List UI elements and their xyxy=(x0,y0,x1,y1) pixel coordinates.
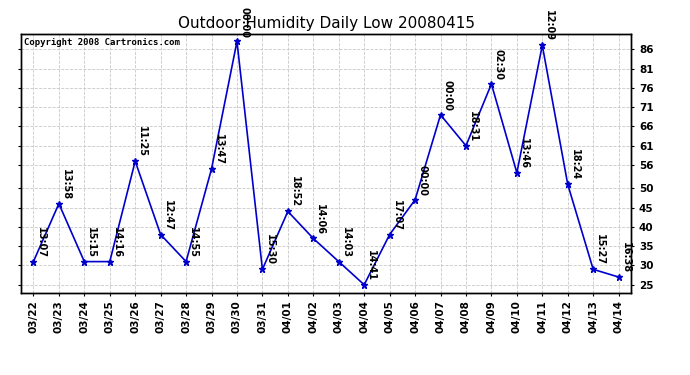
Text: 11:25: 11:25 xyxy=(137,126,147,158)
Title: Outdoor Humidity Daily Low 20080415: Outdoor Humidity Daily Low 20080415 xyxy=(177,16,475,31)
Text: 14:06: 14:06 xyxy=(315,204,326,235)
Text: 16:38: 16:38 xyxy=(621,242,631,273)
Text: 02:30: 02:30 xyxy=(493,49,504,80)
Text: 17:07: 17:07 xyxy=(392,200,402,231)
Text: 00:00: 00:00 xyxy=(442,80,453,111)
Text: 13:58: 13:58 xyxy=(61,169,71,200)
Text: 15:30: 15:30 xyxy=(264,234,275,266)
Text: 00:00: 00:00 xyxy=(417,165,427,196)
Text: 12:09: 12:09 xyxy=(544,10,554,42)
Text: 13:07: 13:07 xyxy=(35,227,46,258)
Text: 13:47: 13:47 xyxy=(214,134,224,165)
Text: 18:24: 18:24 xyxy=(570,149,580,180)
Text: 00:00: 00:00 xyxy=(239,7,249,38)
Text: 12:47: 12:47 xyxy=(163,200,172,231)
Text: 13:46: 13:46 xyxy=(519,138,529,169)
Text: 14:16: 14:16 xyxy=(112,227,122,258)
Text: 18:52: 18:52 xyxy=(290,176,300,207)
Text: 15:27: 15:27 xyxy=(595,234,605,266)
Text: 15:15: 15:15 xyxy=(86,227,97,258)
Text: 14:03: 14:03 xyxy=(341,227,351,258)
Text: 14:55: 14:55 xyxy=(188,227,198,258)
Text: 18:31: 18:31 xyxy=(468,111,478,142)
Text: Copyright 2008 Cartronics.com: Copyright 2008 Cartronics.com xyxy=(23,38,179,46)
Text: 14:41: 14:41 xyxy=(366,250,376,281)
